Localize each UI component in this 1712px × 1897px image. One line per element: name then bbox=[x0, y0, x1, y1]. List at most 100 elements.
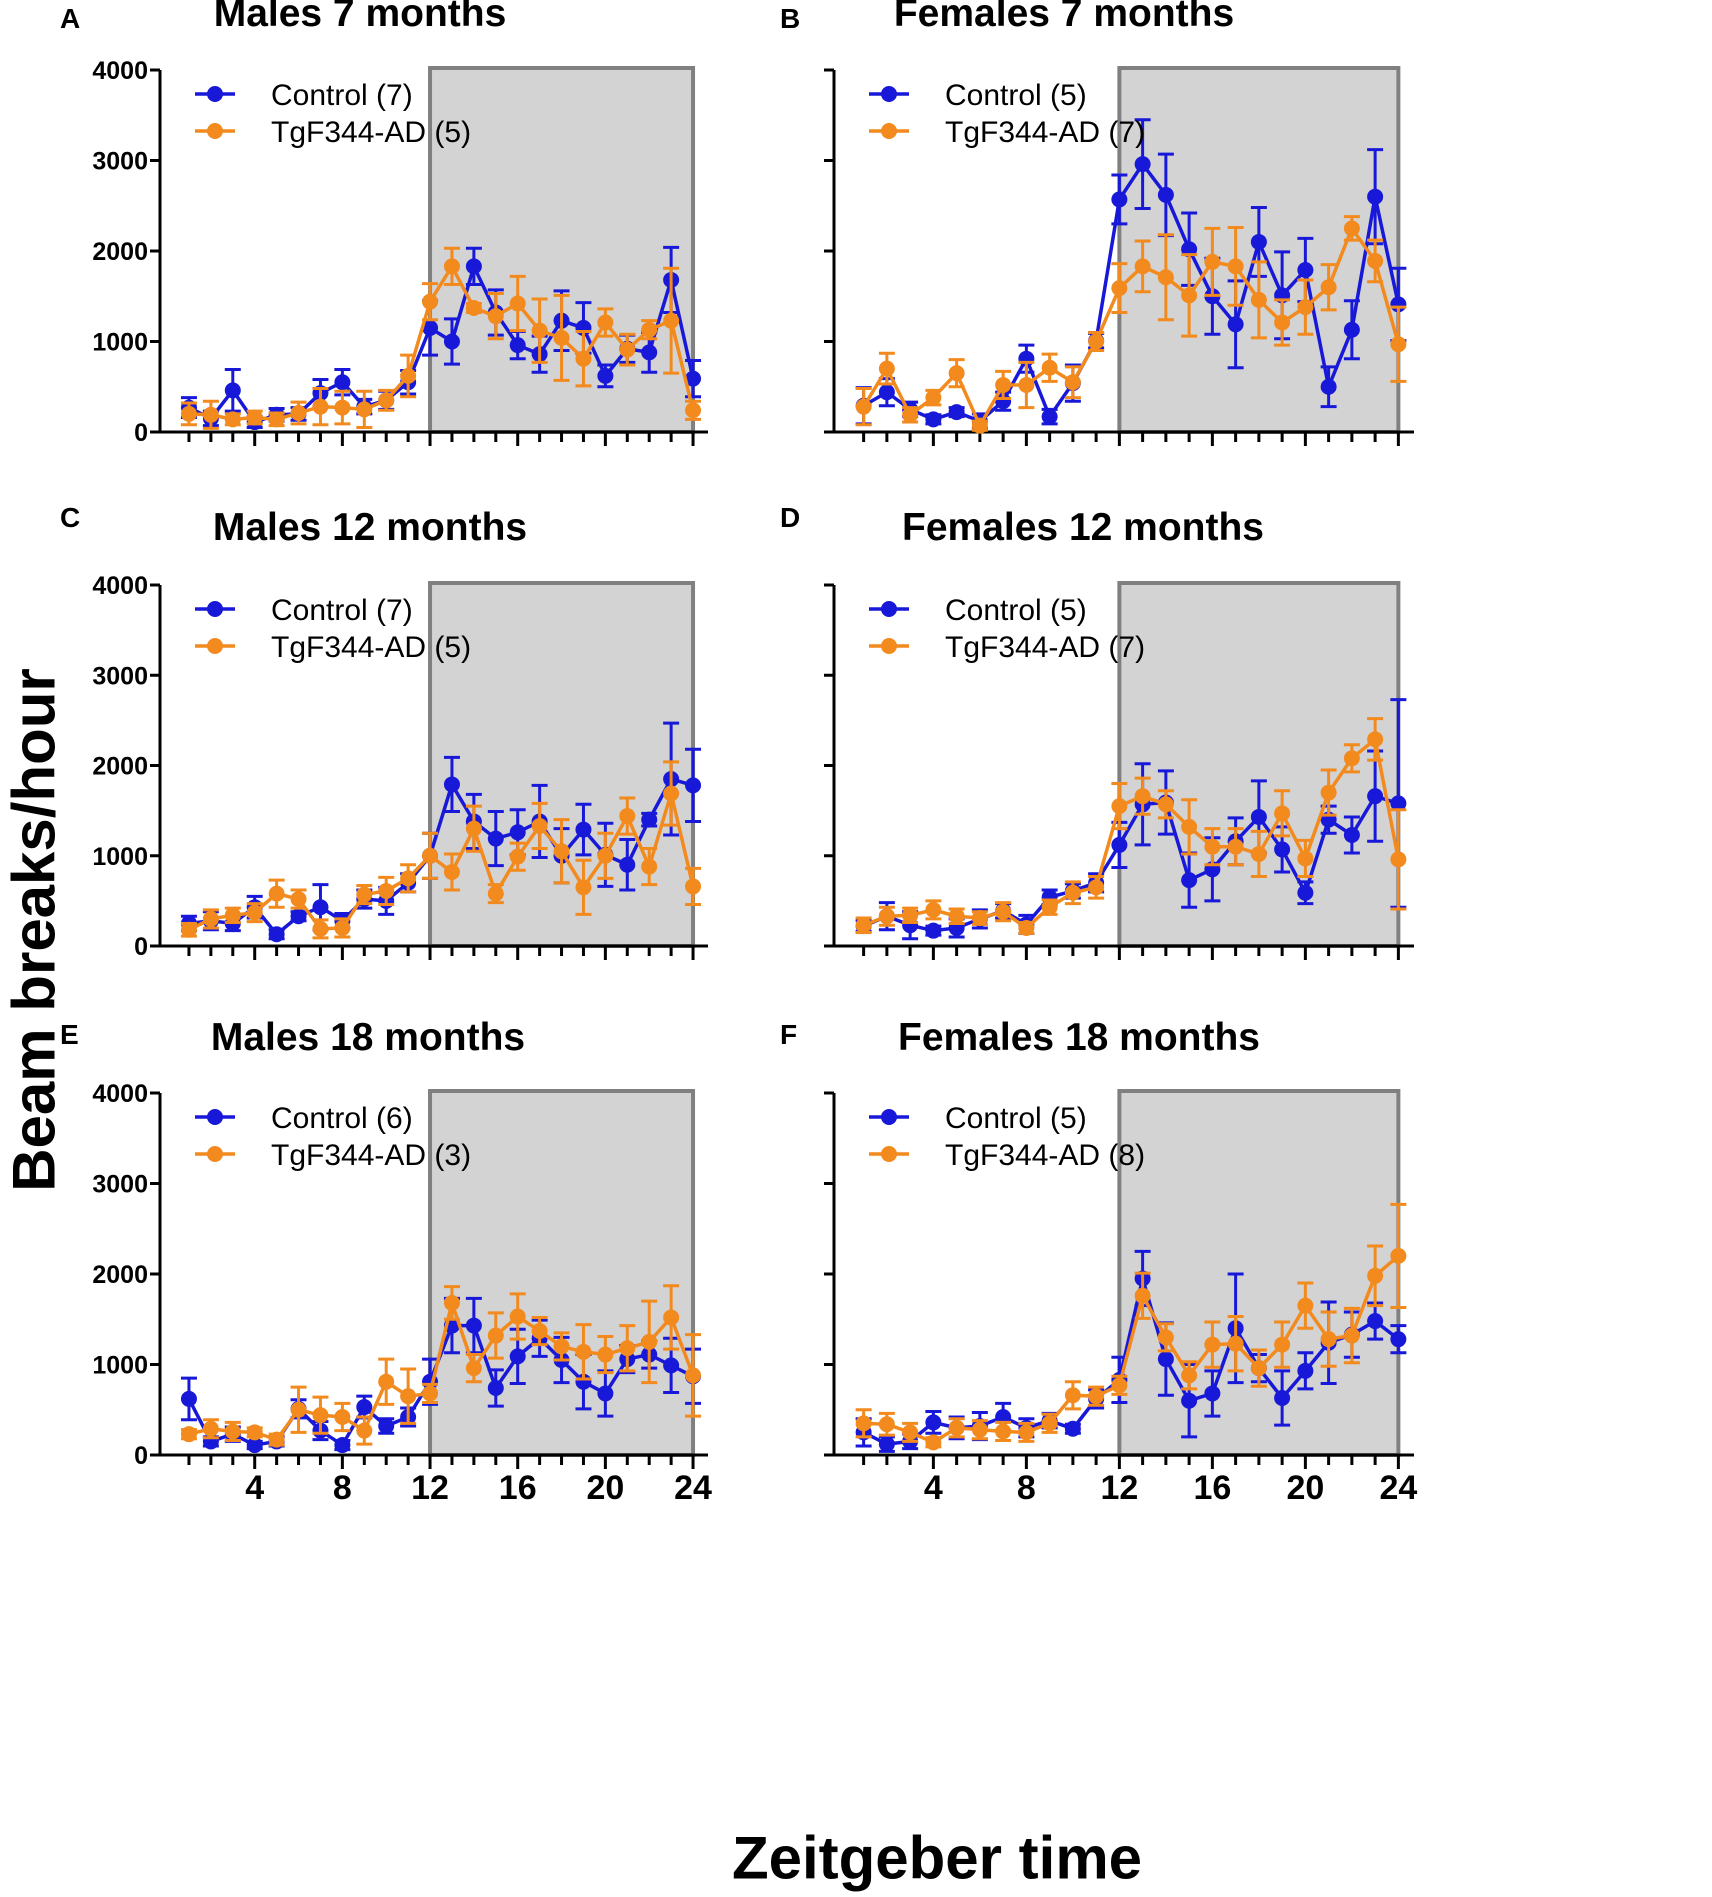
data-point bbox=[1181, 818, 1198, 835]
data-point bbox=[202, 406, 219, 423]
data-point bbox=[290, 908, 307, 925]
data-point bbox=[422, 293, 439, 310]
data-point bbox=[925, 922, 942, 939]
legend-label: TgF344-AD (8) bbox=[945, 1139, 1145, 1172]
data-point bbox=[180, 405, 197, 422]
data-point bbox=[1367, 1267, 1384, 1284]
panel-title: Females 7 months bbox=[894, 0, 1234, 35]
data-point bbox=[531, 817, 548, 834]
data-point bbox=[925, 1434, 942, 1451]
data-point bbox=[378, 392, 395, 409]
series-tg bbox=[180, 246, 702, 430]
data-point bbox=[1227, 316, 1244, 333]
data-point bbox=[1111, 191, 1128, 208]
data-point bbox=[597, 1385, 614, 1402]
data-point bbox=[1250, 233, 1267, 250]
y-tick-label: 3000 bbox=[92, 1171, 148, 1199]
series-tg bbox=[855, 215, 1407, 434]
data-point bbox=[1297, 262, 1314, 279]
data-point bbox=[685, 878, 702, 895]
panel-letter: B bbox=[780, 3, 800, 34]
data-point bbox=[1157, 796, 1174, 813]
panel-B: B Females 7 months Control (5) TgF344-AD (7… bbox=[780, 0, 1414, 446]
legend-swatch-marker bbox=[881, 1146, 897, 1162]
y-tick-label: 1000 bbox=[92, 329, 148, 357]
data-point bbox=[1297, 850, 1314, 867]
data-point bbox=[1111, 836, 1128, 853]
data-point bbox=[487, 885, 504, 902]
data-point bbox=[878, 360, 895, 377]
data-point bbox=[1181, 1392, 1198, 1409]
x-tick-label: 12 bbox=[1100, 1469, 1138, 1507]
data-point bbox=[1343, 321, 1360, 338]
data-point bbox=[685, 1367, 702, 1384]
panel-title: Males 18 months bbox=[211, 1016, 525, 1059]
data-point bbox=[619, 856, 636, 873]
data-point bbox=[855, 398, 872, 415]
panel-E: E Males 18 months 0 1000 2000 3000 4000 4 8 12 16 2… bbox=[60, 1016, 712, 1507]
panel-letter: C bbox=[60, 502, 80, 533]
legend-label: Control (5) bbox=[945, 1102, 1087, 1135]
data-point bbox=[1390, 851, 1407, 868]
dark-phase-region bbox=[428, 1089, 696, 1457]
data-point bbox=[268, 885, 285, 902]
data-point bbox=[1111, 1377, 1128, 1394]
data-point bbox=[925, 411, 942, 428]
data-point bbox=[1041, 1415, 1058, 1432]
data-point bbox=[1018, 919, 1035, 936]
data-point bbox=[268, 926, 285, 943]
panel-letter: A bbox=[60, 3, 80, 34]
legend-label: Control (5) bbox=[945, 79, 1087, 112]
legend-label: Control (5) bbox=[945, 594, 1087, 627]
data-point bbox=[1274, 805, 1291, 822]
y-tick-label: 0 bbox=[134, 419, 148, 447]
data-point bbox=[443, 333, 460, 350]
x-tick-label: 16 bbox=[1193, 1469, 1231, 1507]
data-point bbox=[290, 1401, 307, 1418]
x-tick-label: 20 bbox=[1286, 1469, 1324, 1507]
data-point bbox=[1227, 258, 1244, 275]
data-point bbox=[487, 830, 504, 847]
x-tick-label: 12 bbox=[411, 1469, 449, 1507]
data-point bbox=[597, 367, 614, 384]
data-point bbox=[553, 843, 570, 860]
data-point bbox=[290, 404, 307, 421]
legend-swatch-marker bbox=[881, 123, 897, 139]
data-point bbox=[400, 1388, 417, 1405]
data-point bbox=[1250, 845, 1267, 862]
legend-swatch-marker bbox=[881, 86, 897, 102]
data-point bbox=[509, 824, 526, 841]
data-point bbox=[312, 1407, 329, 1424]
data-point bbox=[1088, 879, 1105, 896]
data-point bbox=[202, 910, 219, 927]
panel-D: D Females 12 months Control (5) TgF344-AD (… bbox=[780, 502, 1414, 960]
data-point bbox=[1367, 731, 1384, 748]
data-point bbox=[925, 389, 942, 406]
x-axis-label: Zeitgeber time bbox=[731, 1824, 1143, 1892]
y-tick-label: 1000 bbox=[92, 843, 148, 871]
data-point bbox=[1041, 359, 1058, 376]
data-point bbox=[1297, 884, 1314, 901]
data-point bbox=[312, 899, 329, 916]
data-point bbox=[224, 411, 241, 428]
data-point bbox=[1157, 1351, 1174, 1368]
data-point bbox=[1320, 378, 1337, 395]
data-point bbox=[400, 367, 417, 384]
panel-C: C Males 12 months 0 1000 2000 3000 4000 Control… bbox=[60, 502, 708, 961]
data-point bbox=[378, 1418, 395, 1435]
data-point bbox=[1343, 220, 1360, 237]
legend-label: TgF344-AD (7) bbox=[945, 631, 1145, 664]
data-point bbox=[509, 295, 526, 312]
panel-letter: E bbox=[60, 1019, 79, 1050]
data-point bbox=[1274, 314, 1291, 331]
data-point bbox=[180, 1390, 197, 1407]
data-point bbox=[422, 319, 439, 336]
data-point bbox=[619, 341, 636, 358]
data-point bbox=[948, 1419, 965, 1436]
data-point bbox=[465, 258, 482, 275]
series-tg bbox=[855, 1202, 1407, 1451]
data-point bbox=[224, 907, 241, 924]
data-point bbox=[855, 1415, 872, 1432]
data-point bbox=[531, 322, 548, 339]
